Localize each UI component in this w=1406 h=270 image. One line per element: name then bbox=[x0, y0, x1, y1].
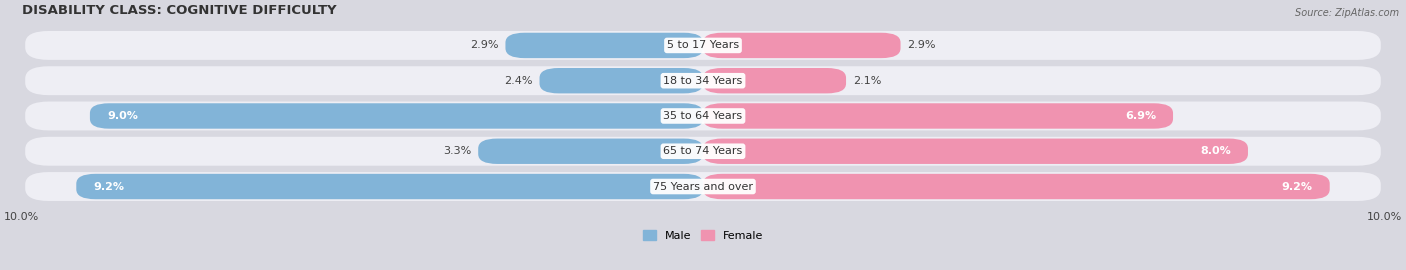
Text: DISABILITY CLASS: COGNITIVE DIFFICULTY: DISABILITY CLASS: COGNITIVE DIFFICULTY bbox=[21, 4, 336, 17]
Text: 3.3%: 3.3% bbox=[443, 146, 471, 156]
FancyBboxPatch shape bbox=[540, 68, 703, 93]
FancyBboxPatch shape bbox=[505, 33, 703, 58]
Text: 6.9%: 6.9% bbox=[1125, 111, 1156, 121]
Text: 9.0%: 9.0% bbox=[107, 111, 138, 121]
FancyBboxPatch shape bbox=[703, 174, 1330, 199]
FancyBboxPatch shape bbox=[25, 137, 1381, 166]
FancyBboxPatch shape bbox=[76, 174, 703, 199]
Text: 5 to 17 Years: 5 to 17 Years bbox=[666, 40, 740, 50]
Text: 65 to 74 Years: 65 to 74 Years bbox=[664, 146, 742, 156]
FancyBboxPatch shape bbox=[478, 139, 703, 164]
FancyBboxPatch shape bbox=[25, 66, 1381, 95]
Text: 9.2%: 9.2% bbox=[1282, 181, 1313, 191]
Text: 2.4%: 2.4% bbox=[505, 76, 533, 86]
Text: 75 Years and over: 75 Years and over bbox=[652, 181, 754, 191]
Text: 9.2%: 9.2% bbox=[93, 181, 124, 191]
Text: Source: ZipAtlas.com: Source: ZipAtlas.com bbox=[1295, 8, 1399, 18]
Text: 2.9%: 2.9% bbox=[907, 40, 936, 50]
Legend: Male, Female: Male, Female bbox=[638, 225, 768, 245]
Text: 35 to 64 Years: 35 to 64 Years bbox=[664, 111, 742, 121]
FancyBboxPatch shape bbox=[90, 103, 703, 129]
FancyBboxPatch shape bbox=[703, 103, 1173, 129]
FancyBboxPatch shape bbox=[25, 102, 1381, 130]
Text: 2.1%: 2.1% bbox=[853, 76, 882, 86]
Text: 2.9%: 2.9% bbox=[470, 40, 499, 50]
FancyBboxPatch shape bbox=[703, 139, 1249, 164]
Text: 8.0%: 8.0% bbox=[1201, 146, 1230, 156]
FancyBboxPatch shape bbox=[703, 33, 901, 58]
FancyBboxPatch shape bbox=[25, 172, 1381, 201]
FancyBboxPatch shape bbox=[25, 31, 1381, 60]
FancyBboxPatch shape bbox=[703, 68, 846, 93]
Text: 18 to 34 Years: 18 to 34 Years bbox=[664, 76, 742, 86]
